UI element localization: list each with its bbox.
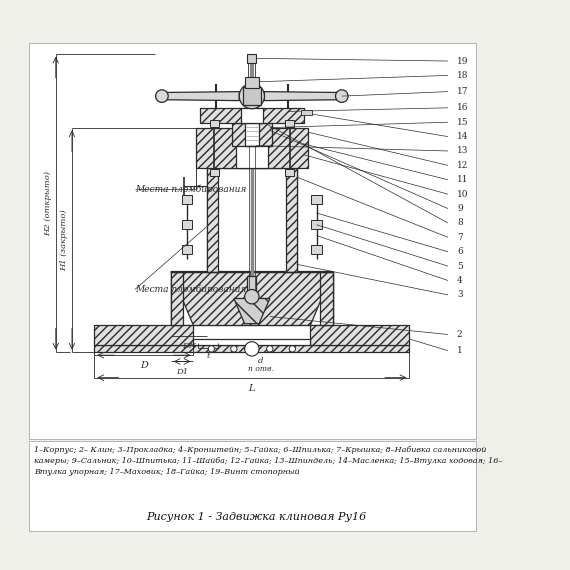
Text: Места пломбирования: Места пломбирования: [135, 285, 246, 294]
Bar: [247, 54, 256, 63]
Bar: [28, 43, 476, 439]
Bar: [210, 120, 218, 127]
Text: 17: 17: [457, 87, 469, 96]
Bar: [243, 87, 261, 105]
Bar: [247, 276, 256, 301]
Bar: [210, 169, 218, 176]
Polygon shape: [193, 339, 310, 345]
Text: 14: 14: [457, 132, 469, 141]
Bar: [207, 168, 297, 271]
Text: n отв.: n отв.: [248, 365, 274, 373]
Bar: [235, 128, 268, 168]
Bar: [245, 77, 259, 88]
Polygon shape: [234, 299, 270, 324]
Text: H2 (открыто): H2 (открыто): [44, 170, 52, 235]
Polygon shape: [95, 325, 193, 345]
Bar: [200, 108, 304, 123]
Text: D1: D1: [176, 368, 188, 376]
Text: 15: 15: [457, 117, 469, 127]
Circle shape: [245, 290, 259, 304]
Circle shape: [208, 346, 214, 352]
Text: DN: DN: [182, 341, 196, 349]
Text: H1 (закрыто): H1 (закрыто): [60, 209, 68, 271]
Text: 5: 5: [457, 262, 463, 271]
Bar: [311, 220, 322, 229]
Circle shape: [239, 84, 264, 109]
Polygon shape: [310, 325, 409, 345]
Polygon shape: [196, 128, 308, 168]
Bar: [285, 120, 294, 127]
Text: Места пломбирования: Места пломбирования: [135, 184, 246, 193]
Polygon shape: [322, 271, 333, 325]
Bar: [182, 220, 193, 229]
Text: Рисунок 1 - Задвижка клиновая Ру16: Рисунок 1 - Задвижка клиновая Ру16: [146, 511, 367, 522]
Circle shape: [267, 346, 273, 352]
Text: 12: 12: [457, 161, 469, 170]
Text: 1: 1: [457, 346, 463, 355]
Text: t: t: [206, 352, 209, 360]
Polygon shape: [171, 271, 182, 325]
Circle shape: [231, 346, 237, 352]
Text: 19: 19: [457, 56, 469, 66]
Text: L: L: [249, 384, 255, 393]
Bar: [311, 246, 322, 254]
Bar: [241, 108, 263, 123]
Text: 18: 18: [457, 71, 469, 80]
Circle shape: [289, 346, 295, 352]
Polygon shape: [171, 271, 333, 325]
Polygon shape: [162, 92, 239, 101]
Text: 1–Корпус; 2– Клин; 3–Прокладка; 4–Кронштейн; 5–Гайка; 6–Шпилька; 7–Крышка; 8–Наб: 1–Корпус; 2– Клин; 3–Прокладка; 4–Кроншт…: [34, 446, 503, 476]
Text: 3: 3: [457, 290, 462, 299]
Text: D: D: [140, 361, 148, 370]
Bar: [28, 441, 476, 531]
Bar: [245, 123, 259, 145]
Text: 9: 9: [457, 204, 463, 213]
Text: 10: 10: [457, 190, 469, 199]
Bar: [285, 169, 294, 176]
Circle shape: [245, 341, 259, 356]
Text: 4: 4: [457, 276, 463, 285]
Circle shape: [156, 90, 168, 103]
Polygon shape: [171, 271, 184, 325]
Polygon shape: [207, 168, 218, 271]
Text: 16: 16: [457, 103, 469, 112]
Bar: [311, 195, 322, 204]
Text: 7: 7: [457, 233, 463, 242]
Circle shape: [336, 90, 348, 103]
Text: 8: 8: [457, 218, 463, 227]
Text: 13: 13: [457, 146, 469, 156]
Bar: [302, 109, 312, 115]
Bar: [182, 195, 193, 204]
Bar: [182, 246, 193, 254]
Bar: [171, 271, 333, 325]
Bar: [232, 123, 272, 145]
Polygon shape: [320, 271, 333, 325]
Polygon shape: [286, 168, 297, 271]
Text: 6: 6: [457, 247, 463, 256]
Polygon shape: [264, 92, 342, 101]
Text: 2: 2: [457, 330, 462, 339]
Polygon shape: [95, 345, 409, 352]
Text: d: d: [258, 357, 263, 365]
Text: 11: 11: [457, 175, 469, 184]
